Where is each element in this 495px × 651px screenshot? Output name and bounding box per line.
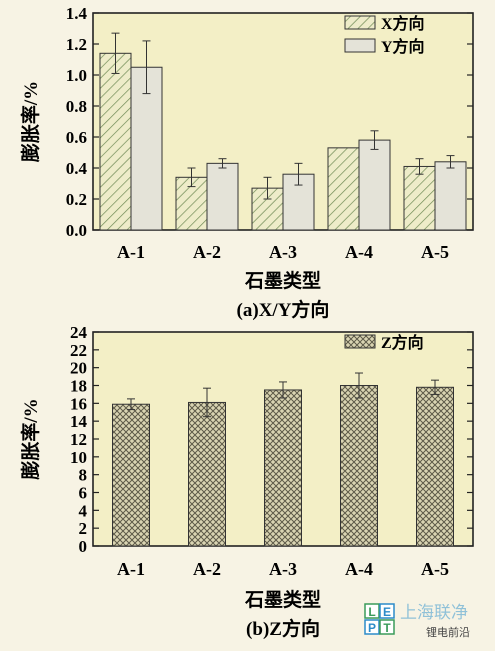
logo-cell — [379, 603, 395, 619]
legend-swatch — [344, 334, 376, 349]
y-tick-label: 10 — [70, 448, 87, 467]
chart-caption: (a)X/Y方向 — [237, 298, 330, 321]
logo-cell — [364, 619, 380, 635]
watermark-subtext: 锂电前沿 — [426, 625, 470, 639]
logo-cell — [364, 603, 380, 619]
y-tick-label: 0.4 — [66, 159, 88, 178]
bar-X方向-A-5 — [403, 165, 436, 231]
legend-label: X方向 — [381, 14, 425, 33]
y-tick-label: 2 — [79, 519, 88, 538]
y-tick-label: 0.0 — [66, 221, 87, 240]
x-tick-label: A-2 — [193, 242, 221, 262]
bar-Z方向-A-4 — [340, 385, 378, 547]
x-tick-label: A-3 — [269, 559, 297, 579]
y-tick-label: 16 — [70, 394, 87, 413]
bar-Y方向-A-4 — [358, 139, 391, 231]
y-tick-label: 0.6 — [66, 128, 87, 147]
x-axis-label: 石墨类型 — [244, 269, 321, 292]
y-tick-label: 1.0 — [66, 66, 87, 85]
bar-Z方向-A-1 — [112, 403, 150, 547]
watermark-text: 上海联净 — [400, 603, 468, 622]
y-tick-label: 1.4 — [66, 4, 88, 23]
chart-a: 0.0 0.2 0.4 0.6 0.8 1.0 1.2 1.4 A-1 A-2 A-3 A-4 A-5 X… — [19, 4, 474, 321]
bar-Y方向-A-5 — [434, 161, 467, 231]
x-tick-label: A-2 — [193, 559, 221, 579]
y-tick-label: 0.2 — [66, 190, 87, 209]
logo-letter: P — [368, 621, 376, 635]
x-tick-label: A-4 — [345, 242, 373, 262]
bar-Z方向-A-3 — [264, 389, 302, 547]
y-tick-label: 4 — [79, 501, 88, 520]
y-axis-label: 膨胀率/% — [19, 81, 42, 163]
y-tick-label: 8 — [79, 466, 88, 485]
chart-caption: (b)Z方向 — [246, 617, 320, 640]
y-tick-label: 20 — [70, 359, 87, 378]
x-tick-label: A-5 — [421, 559, 449, 579]
y-tick-label: 1.2 — [66, 35, 87, 54]
logo-letter: L — [368, 605, 375, 619]
bar-Z方向-A-5 — [416, 386, 454, 547]
bar-X方向-A-1 — [99, 52, 132, 231]
x-tick-label: A-3 — [269, 242, 297, 262]
bar-Z方向-A-2 — [188, 401, 226, 547]
legend-label: Y方向 — [381, 37, 425, 56]
legend-swatch — [344, 38, 376, 53]
bar-Y方向-A-1 — [130, 66, 163, 231]
logo-cell — [379, 619, 395, 635]
y-tick-label: 6 — [79, 484, 88, 503]
x-tick-label: A-4 — [345, 559, 373, 579]
y-axis-label: 膨胀率/% — [19, 398, 42, 480]
bar-Y方向-A-2 — [206, 162, 239, 231]
legend-swatch — [344, 15, 376, 30]
bar-X方向-A-4 — [327, 147, 360, 231]
x-tick-label: A-5 — [421, 242, 449, 262]
y-tick-label: 14 — [70, 412, 88, 431]
y-tick-label: 24 — [70, 323, 88, 342]
logo-letter: T — [383, 621, 391, 635]
y-tick-label: 18 — [70, 377, 87, 396]
x-tick-label: A-1 — [117, 559, 145, 579]
y-tick-label: 12 — [70, 430, 87, 449]
y-tick-label: 0.8 — [66, 97, 87, 116]
y-tick-label: 22 — [70, 341, 87, 360]
logo-letter: E — [383, 605, 391, 619]
x-axis-label: 石墨类型 — [244, 588, 321, 611]
y-tick-label: 0 — [79, 537, 88, 556]
x-tick-label: A-1 — [117, 242, 145, 262]
legend-label: Z方向 — [381, 333, 424, 352]
